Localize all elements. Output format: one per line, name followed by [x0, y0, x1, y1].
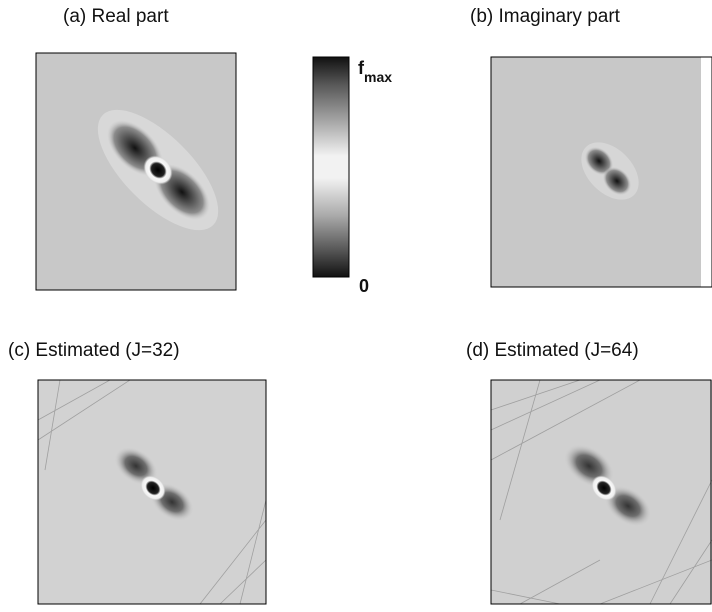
panel-title: (d) Estimated (J=64): [466, 340, 639, 361]
colorbar-max-label: fmax: [358, 58, 392, 85]
panel-image: [491, 380, 712, 604]
panel-image: [491, 57, 712, 287]
colorbar: [313, 57, 349, 277]
panel-title: (c) Estimated (J=32): [8, 340, 180, 361]
panel-image: [38, 380, 266, 604]
colorbar-min-label: 0: [359, 276, 369, 296]
panel-title: (a) Real part: [63, 6, 169, 27]
figure: (a) Real part fmax 0 (b) Imaginary part …: [0, 0, 712, 607]
page: {"panels": [ {"title": "(a) Real part"},…: [0, 0, 712, 607]
colorbar-label-sub: max: [364, 69, 392, 85]
panel-image: [36, 53, 237, 290]
panel-title: (b) Imaginary part: [470, 6, 621, 27]
